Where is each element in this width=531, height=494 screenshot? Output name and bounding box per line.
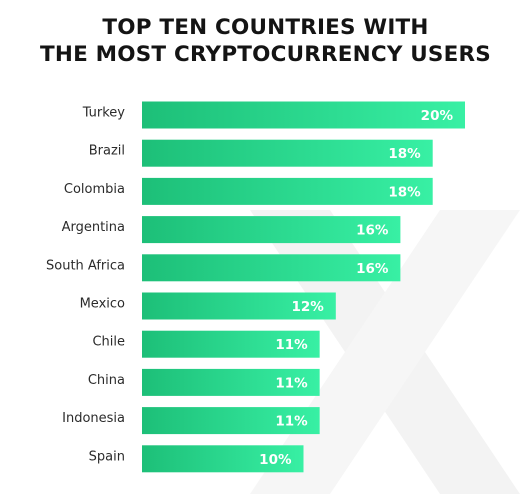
title-line-2: THE MOST CRYPTOCURRENCY USERS <box>40 42 491 67</box>
bar-indonesia <box>142 407 320 435</box>
bar-spain <box>142 445 304 473</box>
chart-title: TOP TEN COUNTRIES WITH THE MOST CRYPTOCU… <box>0 14 531 68</box>
value-label: 12% <box>291 299 324 315</box>
value-label: 20% <box>421 108 454 124</box>
category-label: Mexico <box>80 297 125 312</box>
category-label: Colombia <box>64 182 125 197</box>
category-label: Brazil <box>89 144 125 159</box>
bar-argentina <box>142 216 401 244</box>
value-label: 18% <box>388 184 421 200</box>
value-label: 11% <box>275 414 308 430</box>
value-label: 10% <box>259 452 292 468</box>
bar-mexico <box>142 292 336 320</box>
value-label: 11% <box>275 375 308 391</box>
bar-brazil <box>142 139 433 167</box>
value-label: 16% <box>356 261 389 277</box>
category-label: Spain <box>89 449 125 464</box>
bar-turkey <box>142 101 465 129</box>
bar-south-africa <box>142 254 401 282</box>
category-label: China <box>88 373 125 388</box>
category-label: South Africa <box>46 258 125 273</box>
bar-china <box>142 368 320 396</box>
category-label: Chile <box>92 335 125 350</box>
bar-chile <box>142 330 320 358</box>
category-label: Indonesia <box>62 411 125 426</box>
category-label: Turkey <box>82 106 126 121</box>
title-line-1: TOP TEN COUNTRIES WITH <box>102 15 429 40</box>
value-label: 16% <box>356 223 389 239</box>
value-label: 18% <box>388 146 421 162</box>
value-label: 11% <box>275 337 308 353</box>
category-label: Argentina <box>62 220 125 235</box>
bar-colombia <box>142 177 433 205</box>
